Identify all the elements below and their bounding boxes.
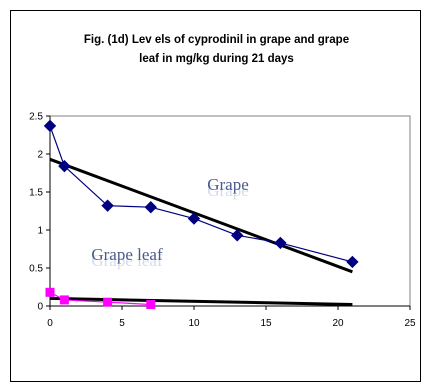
plot-area-border bbox=[49, 115, 411, 307]
y-tick-label: 0 bbox=[37, 302, 43, 313]
data-point-grape bbox=[101, 199, 114, 212]
y-tick-label: 1.5 bbox=[29, 188, 43, 199]
x-tick-label: 25 bbox=[404, 318, 416, 329]
data-point-grape-leaf bbox=[146, 299, 156, 309]
annotation-shadow-grape-leaf: Grape leaf bbox=[91, 251, 163, 270]
data-point-grape bbox=[43, 119, 57, 133]
chart-title-line-2: leaf in mg/kg during 21 days bbox=[139, 53, 294, 65]
data-point-grape bbox=[58, 159, 71, 173]
chart-title-line-1: Fig. (1d) Lev els of cyprodinil in grape… bbox=[83, 34, 350, 46]
x-tick-label: 20 bbox=[332, 318, 344, 329]
data-point-grape bbox=[187, 212, 201, 225]
y-tick-label: 2.5 bbox=[29, 112, 43, 123]
annotation-shadow-grape: Grape bbox=[207, 181, 249, 200]
annotation-grape: Grape bbox=[207, 175, 249, 194]
series-line-grape bbox=[49, 125, 353, 263]
data-point-grape-leaf bbox=[59, 295, 69, 305]
x-tick-label: 5 bbox=[119, 318, 125, 329]
y-tick-label: 1 bbox=[37, 226, 43, 237]
y-tick-label: 0.5 bbox=[29, 264, 43, 275]
data-point-grape-leaf bbox=[45, 287, 55, 297]
x-tick-label: 0 bbox=[47, 318, 53, 329]
trendline-grape bbox=[49, 157, 353, 274]
data-point-grape bbox=[230, 229, 244, 242]
data-point-grape bbox=[346, 255, 359, 269]
x-tick-label: 10 bbox=[188, 318, 200, 329]
data-point-grape bbox=[144, 200, 158, 214]
series-line-grape-leaf bbox=[49, 291, 151, 306]
trendline-grape-leaf bbox=[49, 296, 353, 306]
y-tick-label: 2 bbox=[37, 150, 43, 161]
x-tick-label: 15 bbox=[260, 318, 272, 329]
annotation-grape-leaf: Grape leaf bbox=[91, 245, 163, 264]
data-point-grape bbox=[274, 236, 287, 250]
data-point-grape-leaf bbox=[103, 297, 113, 307]
chart-frame bbox=[10, 10, 421, 382]
